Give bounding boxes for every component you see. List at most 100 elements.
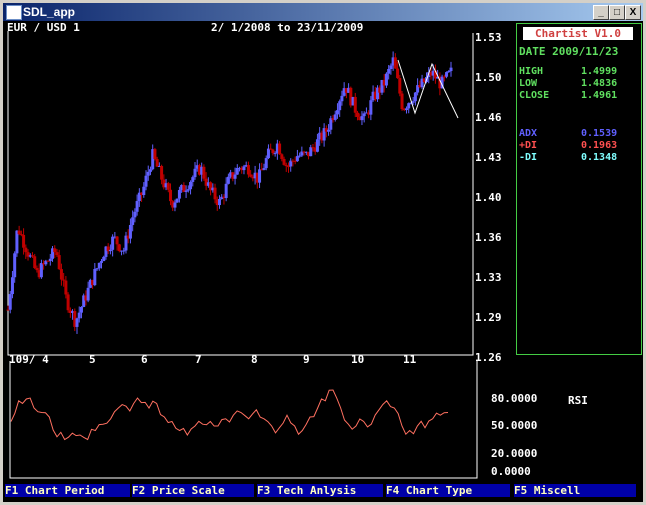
maximize-button[interactable]: □ <box>609 5 625 20</box>
candle-body <box>309 147 313 157</box>
minimize-button[interactable]: _ <box>593 5 609 20</box>
menu-item-f1[interactable]: F1 Chart Period <box>5 484 130 497</box>
candle-body <box>373 91 377 100</box>
candle-body <box>416 85 420 93</box>
price-tick: 1.53 <box>475 31 502 44</box>
candle-body <box>160 166 164 180</box>
candle-body <box>57 255 61 270</box>
candle-body <box>117 244 121 252</box>
candle-body <box>155 159 159 167</box>
candle-body <box>182 185 186 192</box>
candle-body <box>413 92 417 102</box>
candle-body <box>318 132 322 140</box>
candle-body <box>193 168 197 178</box>
candle-body <box>231 172 235 179</box>
rsi-frame <box>9 361 478 479</box>
rsi-tick: 80.0000 <box>491 392 538 405</box>
price-tick: 1.26 <box>475 351 502 364</box>
candle-body <box>264 158 268 169</box>
candle-body <box>82 295 86 307</box>
info-value: 1.4836 <box>581 78 618 89</box>
candle-body <box>10 277 14 295</box>
candle-body <box>217 198 221 206</box>
candle-body <box>153 149 157 160</box>
candle-body <box>37 270 41 278</box>
candle-body <box>411 101 415 103</box>
candle-body <box>224 183 228 199</box>
candle-body <box>380 79 384 93</box>
candle-body <box>175 198 179 203</box>
candle-body <box>293 160 297 162</box>
candle-body <box>384 73 388 86</box>
close-button[interactable]: X <box>625 5 641 20</box>
candle-body <box>86 287 90 301</box>
candle-body <box>389 65 393 70</box>
candle-body <box>422 78 426 82</box>
date-tick: 6 <box>141 353 148 366</box>
candle-body <box>157 166 161 168</box>
candle-body <box>44 260 48 265</box>
candle-body <box>66 294 70 311</box>
candle-body <box>215 199 219 206</box>
candle-body <box>295 156 299 162</box>
rsi-label: RSI <box>568 394 588 407</box>
candle-body <box>387 69 391 74</box>
candle-body <box>407 103 411 109</box>
candle-body <box>400 93 404 110</box>
candle-body <box>391 57 395 66</box>
candle-body <box>238 167 242 169</box>
candle-body <box>300 151 304 156</box>
candle-body <box>342 88 346 96</box>
menu-item-f2[interactable]: F2 Price Scale <box>132 484 254 497</box>
menu-item-f3[interactable]: F3 Tech Anlysis <box>257 484 383 497</box>
candle-body <box>320 132 324 141</box>
candle-body <box>396 68 400 79</box>
info-value: 1.4961 <box>581 90 618 101</box>
candle-body <box>28 255 32 257</box>
app-icon <box>6 5 22 20</box>
menu-item-f4[interactable]: F4 Chart Type <box>386 484 510 497</box>
candle-body <box>338 101 342 111</box>
candle-body <box>133 211 137 218</box>
candle-body <box>418 85 422 88</box>
candle-body <box>197 165 201 175</box>
indicator-label: +DI <box>519 140 538 151</box>
candle-body <box>93 268 97 286</box>
candle-body <box>17 230 21 235</box>
info-label: LOW <box>519 78 538 89</box>
indicator-value: 0.1348 <box>581 152 618 163</box>
menu-item-f5[interactable]: F5 Miscell <box>514 484 636 497</box>
info-value: 1.4999 <box>581 66 618 77</box>
candle-body <box>235 168 239 175</box>
candle-body <box>431 70 435 76</box>
window-title: SDL_app <box>23 5 76 19</box>
price-tick: 1.40 <box>475 191 502 204</box>
candle-body <box>144 175 148 187</box>
candle-body <box>33 256 37 269</box>
candle-body <box>311 147 315 149</box>
candle-body <box>240 167 244 171</box>
candle-body <box>442 76 446 78</box>
date-tick: 9 <box>303 353 310 366</box>
date-tick: 8 <box>251 353 258 366</box>
candle-body <box>106 246 110 252</box>
candle-body <box>420 78 424 88</box>
date-range: 2/ 1/2008 to 23/11/2009 <box>211 21 364 34</box>
candle-body <box>204 178 208 186</box>
candle-body <box>177 190 181 199</box>
candle-body <box>229 172 233 177</box>
indicator-value: 0.1963 <box>581 140 618 151</box>
candle-body <box>251 176 255 179</box>
candle-body <box>335 110 339 115</box>
candle-body <box>409 102 413 104</box>
candle-body <box>84 295 88 301</box>
candle-body <box>55 252 59 256</box>
candle-body <box>71 311 75 313</box>
rsi-tick: 50.0000 <box>491 419 538 432</box>
candle-body <box>358 116 362 121</box>
candle-body <box>340 95 344 102</box>
candle-body <box>135 201 139 212</box>
candle-body <box>266 148 270 159</box>
price-frame <box>7 31 474 356</box>
candle-body <box>8 294 12 310</box>
